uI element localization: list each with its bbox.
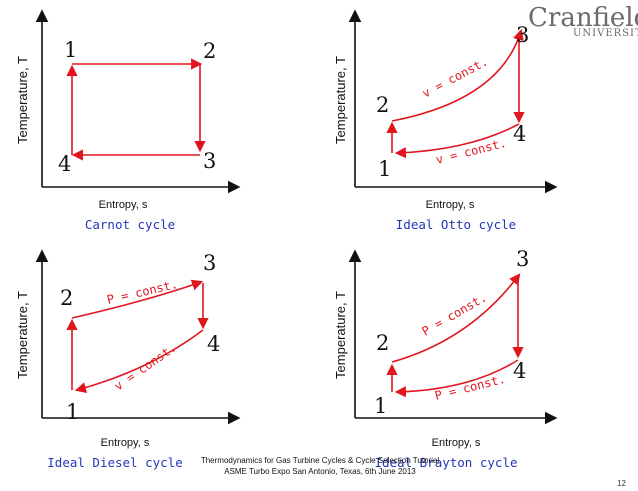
diesel-point-1: 1 [66,400,79,424]
brayton-path-4-1 [394,359,519,398]
otto-lower-label: v = const. [434,136,507,167]
diesel-point-3: 3 [203,251,216,275]
logo-name: Cranfield [528,3,638,33]
otto-path-4-1 [394,123,520,159]
diesel-y-label: Temperature, T [15,291,30,379]
brayton-caption: Ideal Brayton cycle [375,455,518,470]
diesel-point-4: 4 [207,332,220,356]
otto-point-1: 1 [378,157,391,181]
diesel-x-label: Entropy, s [101,437,150,449]
footer-line-1: Thermodynamics for Gas Turbine Cycles & … [201,456,440,465]
brayton-x-label: Entropy, s [432,437,481,449]
otto-path-2-3 [391,28,524,122]
brayton-lower-label: P = const. [433,372,506,403]
brayton-y-label: Temperature, T [333,291,348,379]
brayton-point-3: 3 [516,247,529,271]
carnot-point-4: 4 [58,152,71,176]
brayton-point-2: 2 [376,331,389,355]
diesel-point-2: 2 [60,286,73,310]
carnot-diagram: Temperature, T Entropy, s Carnot cycle 1… [15,9,241,232]
diesel-path-2-3 [71,279,204,319]
page-number: 12 [617,479,626,488]
otto-point-2: 2 [376,93,389,117]
footer-line-2: ASME Turbo Expo San Antonio, Texas, 6th … [224,467,416,476]
brayton-point-1: 1 [374,394,387,418]
diesel-diagram: Temperature, T Entropy, s Ideal Diesel c… [15,249,241,470]
brayton-point-4: 4 [513,359,526,383]
otto-x-label: Entropy, s [426,199,475,211]
brayton-path-2-3 [391,273,521,363]
otto-diagram: Temperature, T Entropy, s Ideal Otto cyc… [333,9,558,232]
otto-caption: Ideal Otto cycle [396,217,516,232]
brayton-upper-label: P = const. [420,290,490,338]
diesel-lower-label: v = const. [112,341,179,394]
brayton-diagram: Temperature, T Entropy, s Ideal Brayton … [333,247,558,470]
diesel-caption: Ideal Diesel cycle [47,455,182,470]
carnot-x-label: Entropy, s [99,199,148,211]
otto-point-3: 3 [516,23,529,47]
carnot-caption: Carnot cycle [85,217,175,232]
carnot-point-1: 1 [64,38,77,62]
carnot-y-label: Temperature, T [15,56,30,144]
carnot-point-2: 2 [203,39,216,63]
otto-y-label: Temperature, T [333,56,348,144]
carnot-point-3: 3 [203,149,216,173]
cranfield-logo: Cranfield UNIVERSITY [528,3,638,39]
otto-point-4: 4 [513,122,526,146]
diesel-path-4-1 [74,329,204,394]
diesel-upper-label: P = const. [106,277,180,307]
logo-subtitle: UNIVERSITY [573,28,638,39]
otto-upper-label: v = const. [420,54,490,100]
